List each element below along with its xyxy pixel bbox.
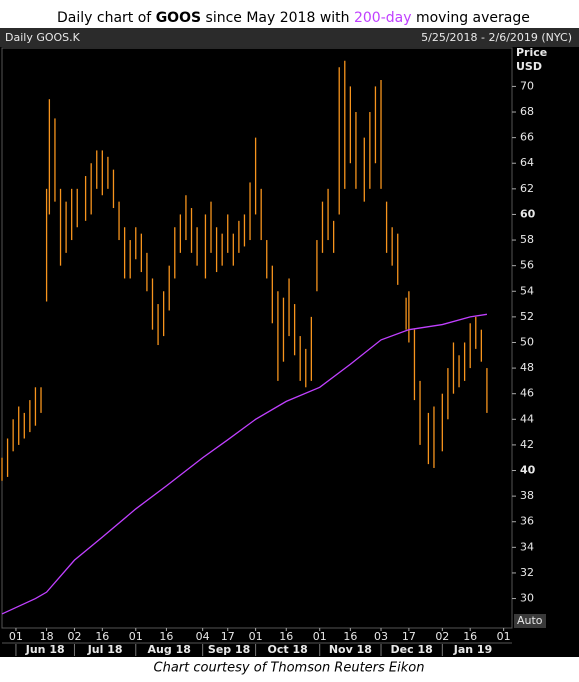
y-tick-label: 32 — [520, 566, 534, 579]
x-tick-label: 01 — [9, 630, 23, 643]
y-tick-label: 44 — [520, 412, 534, 425]
y-tick-label: 36 — [520, 515, 534, 528]
title-part: GOOS — [156, 10, 201, 26]
x-tick-label: 01 — [313, 630, 327, 643]
y-axis-label: USD — [516, 60, 542, 73]
x-tick-label: 16 — [279, 630, 293, 643]
panel-header — [0, 28, 579, 47]
x-tick-label: 01 — [129, 630, 143, 643]
x-tick-label: 17 — [221, 630, 235, 643]
month-label: Oct 18 — [268, 643, 308, 656]
y-tick-label: 40 — [520, 464, 536, 477]
y-tick-label: 70 — [520, 79, 534, 92]
title-part: moving average — [412, 10, 530, 26]
x-tick-label: 01 — [249, 630, 263, 643]
y-tick-label: 42 — [520, 438, 534, 451]
y-tick-label: 38 — [520, 489, 534, 502]
x-tick-label: 02 — [67, 630, 81, 643]
plot: 30 32 34 36 38 40 42 44 46 48 50 52 54 56 58 60 62 64 66 68… — [1, 60, 536, 656]
x-tick-label: 03 — [374, 630, 388, 643]
y-tick-label: 56 — [520, 259, 534, 272]
scale-mode[interactable]: Auto — [517, 614, 543, 627]
month-label: Sep 18 — [208, 643, 250, 656]
scale-mode-box[interactable] — [514, 614, 546, 628]
month-label: Dec 18 — [391, 643, 433, 656]
x-tick-label: 02 — [435, 630, 449, 643]
y-axis-label: Price — [516, 46, 547, 59]
x-tick-label: 16 — [343, 630, 357, 643]
y-tick-label: 54 — [520, 284, 534, 297]
y-tick-label: 58 — [520, 233, 534, 246]
x-tick-label: 16 — [159, 630, 173, 643]
plot-frame — [1, 47, 513, 629]
y-tick-label: 48 — [520, 361, 534, 374]
y-tick-label: 30 — [520, 592, 534, 605]
moving-average-line — [1, 313, 488, 615]
title-part: Daily chart of — [57, 10, 156, 26]
title-part: since May 2018 with — [201, 10, 354, 26]
date-range: 5/25/2018 - 2/6/2019 (NYC) — [421, 31, 572, 44]
y-tick-label: 64 — [520, 156, 534, 169]
chart-title: Daily chart of GOOS since May 2018 with … — [35, 10, 543, 26]
x-tick-label: 16 — [463, 630, 477, 643]
y-tick-label: 62 — [520, 182, 534, 195]
y-tick-label: 68 — [520, 105, 534, 118]
y-tick-label: 52 — [520, 310, 534, 323]
x-tick-label: 16 — [95, 630, 109, 643]
month-label: Nov 18 — [329, 643, 372, 656]
y-tick-label: 50 — [520, 335, 534, 348]
panel — [0, 28, 579, 657]
y-tick-label: 46 — [520, 387, 534, 400]
month-label: Jul 18 — [87, 643, 123, 656]
source-note: Chart courtesy of Thomson Reuters Eikon — [154, 661, 425, 676]
y-tick-label: 60 — [520, 207, 536, 220]
x-tick-label: 17 — [402, 630, 416, 643]
y-tick-label: 34 — [520, 540, 534, 553]
month-label: Jan 19 — [453, 643, 492, 656]
month-label: Jun 18 — [25, 643, 65, 656]
x-tick-label: 04 — [196, 630, 210, 643]
x-tick-label: 18 — [40, 630, 54, 643]
title-part: 200-day — [354, 10, 412, 26]
month-label: Aug 18 — [148, 643, 191, 656]
x-tick-label: 01 — [497, 630, 511, 643]
y-tick-label: 66 — [520, 131, 534, 144]
panel-label: Daily GOOS.K — [5, 31, 81, 44]
